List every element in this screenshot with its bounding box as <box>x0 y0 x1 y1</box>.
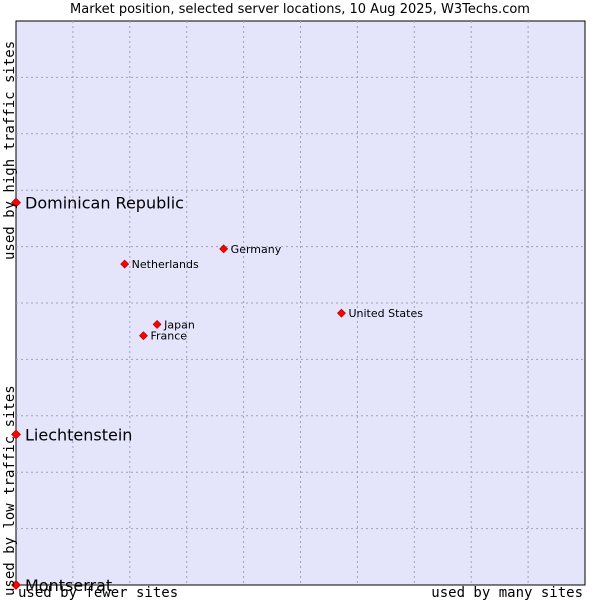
label-united-states: United States <box>348 307 423 320</box>
label-dominican-republic: Dominican Republic <box>25 194 184 213</box>
label-liechtenstein: Liechtenstein <box>25 425 132 444</box>
label-germany: Germany <box>231 243 282 256</box>
point-france <box>139 331 148 341</box>
x-axis-label-low: used by fewer sites <box>18 585 178 600</box>
point-montserrat <box>11 580 21 590</box>
grid <box>16 21 585 585</box>
point-japan <box>152 320 162 329</box>
chart-title: Market position, selected server locatio… <box>70 2 530 17</box>
point-netherlands <box>120 259 130 269</box>
point-dominican-republic <box>11 197 21 208</box>
label-france: France <box>150 330 187 343</box>
label-montserrat: Montserrat <box>25 576 112 595</box>
label-netherlands: Netherlands <box>132 258 199 271</box>
point-germany <box>219 244 229 254</box>
point-united-states <box>337 308 346 318</box>
y-axis-label-high: used by high traffic sites <box>2 41 18 260</box>
label-japan: Japan <box>163 318 195 331</box>
y-axis-label-low: used by low traffic sites <box>2 385 18 596</box>
data-points: Dominican Republic Liechtenstein Montserra… <box>11 194 423 595</box>
point-liechtenstein <box>11 429 21 440</box>
x-axis-label-high: used by many sites <box>431 585 583 600</box>
